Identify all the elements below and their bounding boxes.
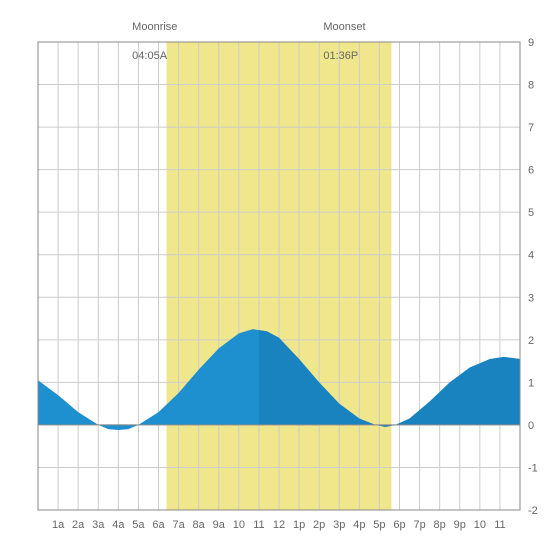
y-tick-label: 0 — [528, 420, 534, 432]
x-tick-label: 3p — [333, 519, 345, 531]
chart-svg: -2-101234567891a2a3a4a5a6a7a8a9a1011121p… — [0, 0, 550, 550]
x-tick-label: 8a — [193, 519, 206, 531]
y-tick-label: 5 — [528, 207, 534, 219]
moonrise-title: Moonrise — [132, 21, 177, 33]
x-tick-label: 11 — [253, 519, 264, 531]
x-tick-label: 3a — [92, 519, 105, 531]
x-tick-label: 9p — [454, 519, 466, 531]
y-tick-label: 1 — [528, 377, 534, 389]
x-tick-label: 10 — [233, 519, 245, 531]
x-tick-label: 2a — [72, 519, 85, 531]
x-tick-label: 7p — [413, 519, 425, 531]
x-tick-label: 4p — [353, 519, 365, 531]
x-tick-label: 4a — [112, 519, 125, 531]
x-tick-label: 9a — [213, 519, 226, 531]
y-tick-label: 4 — [528, 250, 534, 262]
y-tick-label: 6 — [528, 165, 534, 177]
x-tick-label: 6a — [152, 519, 165, 531]
moonset-label: Moonset 01:36P — [311, 6, 365, 77]
x-tick-label: 8p — [434, 519, 446, 531]
y-tick-label: -2 — [528, 505, 538, 517]
x-tick-label: 1a — [52, 519, 65, 531]
y-tick-label: -1 — [528, 462, 538, 474]
moonset-title: Moonset — [323, 21, 365, 33]
moonrise-label: Moonrise 04:05A — [120, 6, 177, 77]
moonset-time: 01:36P — [323, 50, 358, 62]
x-tick-label: 2p — [313, 519, 325, 531]
x-tick-label: 1p — [293, 519, 305, 531]
x-tick-label: 12 — [273, 519, 285, 531]
x-tick-label: 10 — [474, 519, 486, 531]
y-tick-label: 8 — [528, 80, 534, 92]
moonrise-time: 04:05A — [132, 50, 167, 62]
y-tick-label: 9 — [528, 37, 534, 49]
y-tick-label: 3 — [528, 292, 534, 304]
y-tick-label: 2 — [528, 335, 534, 347]
x-tick-label: 11 — [494, 519, 505, 531]
tide-chart: Moonrise 04:05A Moonset 01:36P -2-101234… — [0, 0, 550, 550]
y-tick-label: 7 — [528, 122, 534, 134]
x-tick-label: 5p — [373, 519, 385, 531]
x-tick-label: 7a — [172, 519, 185, 531]
x-tick-label: 5a — [132, 519, 145, 531]
x-tick-label: 6p — [393, 519, 405, 531]
